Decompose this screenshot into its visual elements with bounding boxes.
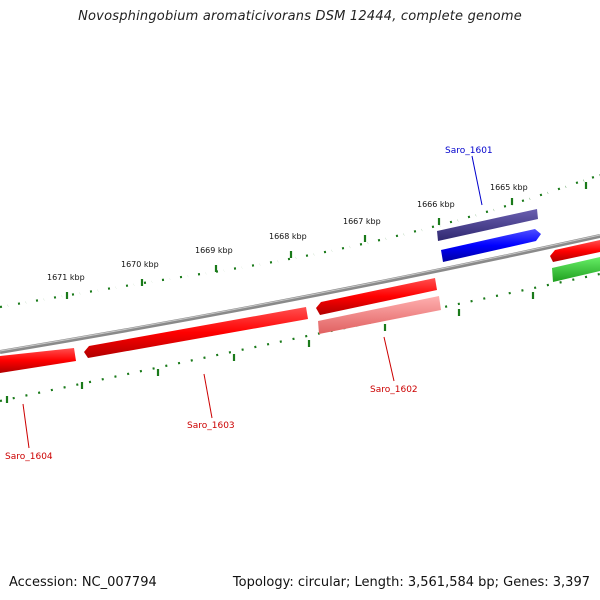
feature-pink-saro1602-region[interactable] — [318, 296, 441, 334]
ruler-label-1669: 1669 kbp — [195, 246, 233, 255]
saro-1603-connector — [203, 373, 213, 419]
feature-right-edge-green[interactable] — [552, 257, 600, 282]
gene-label-saro-1601[interactable]: Saro_1601 — [445, 146, 493, 156]
accession-text: Accession: NC_007794 — [9, 575, 157, 590]
inner-ruler — [0, 272, 600, 403]
gene-label-saro-1602[interactable]: Saro_1602 — [370, 385, 418, 395]
ruler-label-1671: 1671 kbp — [47, 273, 85, 282]
genome-title: Novosphingobium aromaticivorans DSM 1244… — [78, 9, 522, 24]
genome-backbone — [0, 234, 600, 354]
gene-label-saro-1604[interactable]: Saro_1604 — [5, 452, 53, 462]
ruler-label-1665: 1665 kbp — [490, 183, 528, 192]
ruler-label-1670: 1670 kbp — [121, 260, 159, 269]
ruler-label-1667: 1667 kbp — [343, 217, 381, 226]
saro-1604-connector — [22, 403, 30, 449]
ruler-label-1666: 1666 kbp — [417, 200, 455, 209]
ruler-label-1668: 1668 kbp — [269, 232, 307, 241]
saro-1601-connector — [471, 155, 483, 206]
topology-text: Topology: circular; Length: 3,561,584 bp… — [232, 575, 590, 590]
saro-1602-connector — [383, 336, 395, 382]
outer-ruler: 1671 kbp 1670 kbp 1669 kbp 1668 kbp 1667… — [0, 174, 600, 309]
gene-label-saro-1603[interactable]: Saro_1603 — [187, 421, 235, 431]
gene-right-edge-red[interactable] — [550, 240, 600, 262]
feature-track-upper[interactable] — [0, 209, 600, 373]
gene-saro-1602-forward[interactable] — [316, 278, 437, 315]
gene-saro-1601[interactable] — [441, 229, 541, 262]
gene-saro-1604[interactable] — [0, 348, 76, 373]
feature-purple-saro1601-region[interactable] — [437, 209, 538, 241]
gene-saro-1603[interactable] — [84, 307, 308, 358]
